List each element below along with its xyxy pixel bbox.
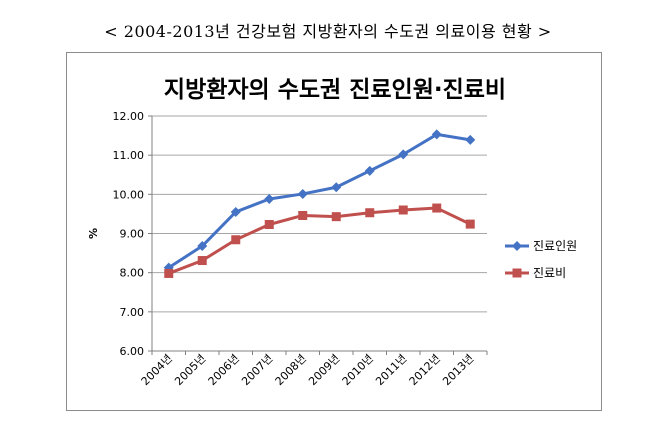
x-tick-label: 2010년 [340,352,376,388]
chart-title: 지방환자의 수도권 진료인원·진료비 [163,77,507,103]
line-chart: 6.007.008.009.0010.0011.0012.00%2004년200… [87,110,577,388]
data-point [331,182,342,193]
data-point [164,268,174,278]
y-tick-label: 8.00 [120,267,145,280]
data-point [398,149,409,160]
page-caption: < 2004-2013년 건강보험 지방환자의 수도권 의료이용 현황 > [104,22,552,41]
y-tick-label: 9.00 [120,228,145,241]
data-point [163,262,174,273]
data-point [297,188,308,199]
chart-frame: 지방환자의 수도권 진료인원·진료비 6.00 7.00 8.00 9.00 10.00… [66,52,602,411]
data-point [431,129,442,140]
data-point [398,205,408,215]
y-tick-label: 6.00 [120,345,145,358]
y-axis-label: % [87,228,100,239]
data-point [230,206,241,217]
y-tick-label: 7.00 [120,306,145,319]
legend-swatch-marker [512,268,522,278]
legend-label: 진료비 [533,266,566,280]
data-point [298,210,308,220]
y-tick-label: 12.00 [113,110,145,123]
data-point [432,203,442,213]
data-point [365,208,375,218]
data-point [231,235,241,245]
x-tick-label: 2004년 [139,352,175,388]
data-point [197,241,208,252]
legend-swatch-marker [512,241,522,251]
data-point [197,256,207,266]
x-tick-label: 2013년 [440,352,476,388]
data-point [264,194,275,205]
data-point [465,219,475,229]
x-tick-label: 2012년 [407,352,443,388]
x-tick-label: 2005년 [172,352,208,388]
series-line-2 [168,206,471,275]
data-point [331,212,341,222]
data-point [364,165,375,176]
data-point [465,134,476,145]
y-tick-label: 10.00 [113,188,145,201]
x-tick-label: 2006년 [206,352,242,388]
x-tick-label: 2009년 [306,352,342,388]
series-line-1 [167,132,471,269]
legend-label: 진료인원 [533,239,577,253]
data-point [264,219,274,229]
x-tick-label: 2007년 [239,352,275,388]
x-tick-label: 2008년 [273,352,309,388]
y-tick-label: 11.00 [113,149,145,162]
x-tick-label: 2011년 [373,352,409,388]
